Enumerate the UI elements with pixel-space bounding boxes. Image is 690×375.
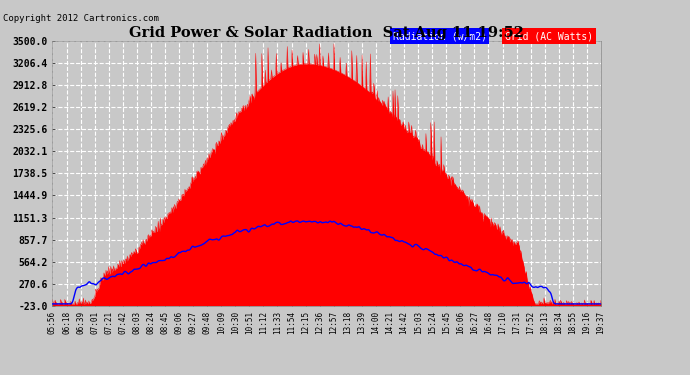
Text: Grid (AC Watts): Grid (AC Watts)	[505, 31, 593, 41]
Text: Copyright 2012 Cartronics.com: Copyright 2012 Cartronics.com	[3, 13, 159, 22]
Title: Grid Power & Solar Radiation  Sat Aug 11 19:52: Grid Power & Solar Radiation Sat Aug 11 …	[129, 26, 524, 40]
Text: Radiation (w/m2): Radiation (w/m2)	[393, 31, 486, 41]
